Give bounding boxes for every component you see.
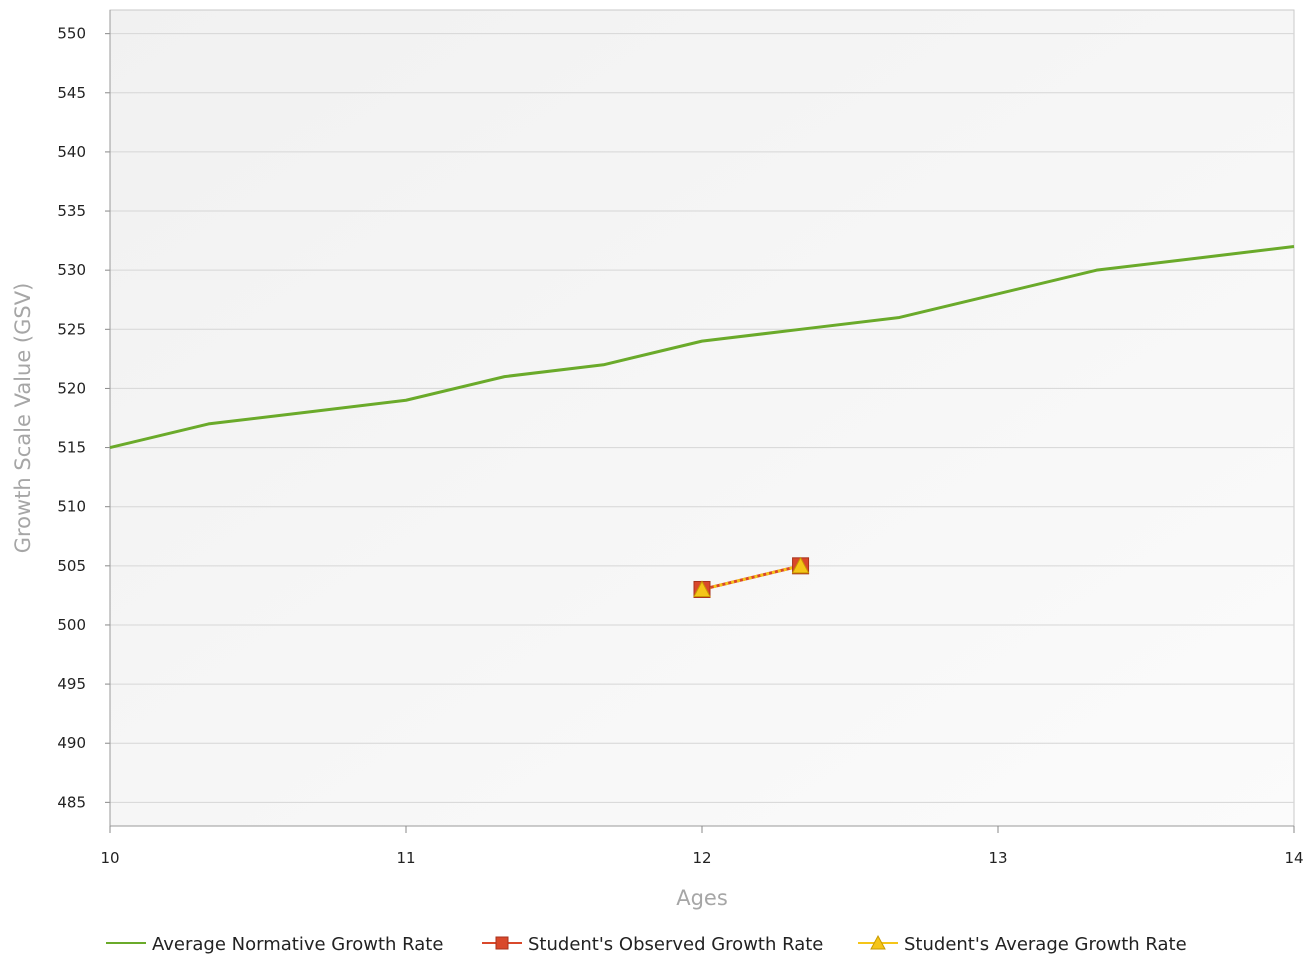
y-tick-label: 520 [57, 379, 86, 397]
series-line-0 [109, 245, 1295, 450]
y-tick-label: 525 [57, 320, 86, 338]
x-tick-label: 13 [988, 849, 1007, 867]
legend-marker-2 [870, 934, 886, 950]
data-point-2 [791, 556, 810, 574]
x-axis: 10 11 12 13 14 [100, 825, 1304, 867]
legend: Average Normative Growth Rate Student's O… [106, 934, 1187, 955]
y-tick-label: 500 [57, 616, 86, 634]
y-tick-label: 530 [57, 261, 86, 279]
series-line-2 [701, 564, 801, 591]
y-tick-label: 490 [57, 734, 86, 752]
y-tick-label: 540 [57, 143, 86, 161]
y-tick-label: 495 [57, 675, 86, 693]
data-point-2 [693, 580, 711, 597]
y-tick-label: 510 [57, 498, 86, 516]
legend-label-0: Average Normative Growth Rate [152, 934, 443, 955]
legend-label-1: Student's Observed Growth Rate [528, 934, 823, 955]
x-tick-label: 12 [692, 849, 711, 867]
y-tick-label: 550 [57, 25, 86, 43]
y-tick-label: 505 [57, 557, 86, 575]
x-tick-label: 11 [396, 849, 415, 867]
y-tick-label: 485 [57, 793, 86, 811]
legend-label-2: Student's Average Growth Rate [904, 934, 1187, 955]
y-axis-title: Growth Scale Value (GSV) [11, 283, 35, 554]
legend-marker-1 [495, 936, 509, 950]
plot-area [109, 9, 1295, 827]
y-tick-label: 545 [57, 84, 86, 102]
y-tick-label: 535 [57, 202, 86, 220]
x-tick-label: 14 [1284, 849, 1303, 867]
series-layer [109, 245, 1295, 598]
y-tick-label: 515 [57, 439, 86, 457]
x-axis-title: Ages [676, 886, 728, 910]
x-tick-label: 10 [100, 849, 119, 867]
gridlines [110, 33, 1294, 803]
y-axis: 485 490 495 500 505 510 515 520 525 530 535 540 545 5… [57, 10, 111, 826]
